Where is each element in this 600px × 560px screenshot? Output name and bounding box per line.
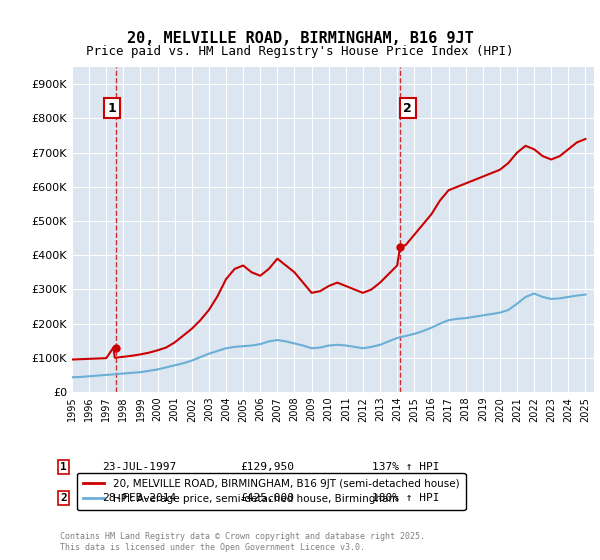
Legend: 20, MELVILLE ROAD, BIRMINGHAM, B16 9JT (semi-detached house), HPI: Average price: 20, MELVILLE ROAD, BIRMINGHAM, B16 9JT (… [77,473,466,510]
Point [112,343,121,352]
Text: 20, MELVILLE ROAD, BIRMINGHAM, B16 9JT: 20, MELVILLE ROAD, BIRMINGHAM, B16 9JT [127,31,473,46]
Text: 180% ↑ HPI: 180% ↑ HPI [372,493,439,503]
Text: 1: 1 [60,462,67,472]
Text: £129,950: £129,950 [240,462,294,472]
Text: Price paid vs. HM Land Registry's House Price Index (HPI): Price paid vs. HM Land Registry's House … [86,45,514,58]
Text: 2: 2 [60,493,67,503]
Text: 28-FEB-2014: 28-FEB-2014 [102,493,176,503]
Text: £425,000: £425,000 [240,493,294,503]
Text: Contains HM Land Registry data © Crown copyright and database right 2025.
This d: Contains HM Land Registry data © Crown c… [60,532,425,552]
Text: 1: 1 [107,102,116,115]
Text: 2: 2 [403,102,412,115]
Text: 23-JUL-1997: 23-JUL-1997 [102,462,176,472]
Point [395,242,405,251]
Text: 137% ↑ HPI: 137% ↑ HPI [372,462,439,472]
